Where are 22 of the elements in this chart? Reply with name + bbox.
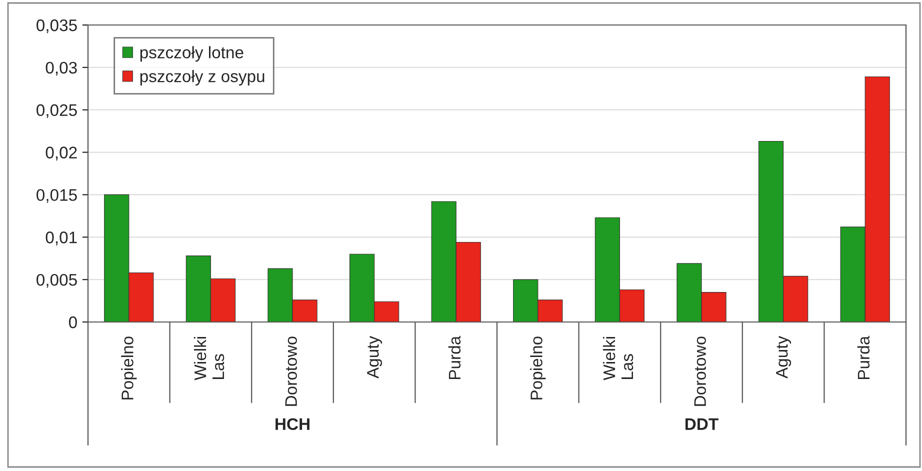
- y-tick-label: 0,015: [36, 189, 77, 203]
- x-tick-label: Wielki Las: [194, 337, 224, 380]
- x-tick-label: Dorotowo: [694, 336, 706, 406]
- x-tick-label: Popielno: [121, 336, 137, 400]
- y-tick-label: 0,005: [36, 274, 77, 288]
- y-tick-label: 0: [68, 316, 77, 328]
- y-tick-label: 0,02: [46, 146, 77, 160]
- x-tick-label: Popielno: [530, 336, 546, 400]
- x-tick-label: Dorotowo: [285, 336, 297, 406]
- y-tick-label: 0,03: [46, 62, 77, 76]
- y-tick-label: 0,01: [46, 232, 77, 246]
- legend-label: pszczoły z osypu: [140, 70, 264, 86]
- x-tick-label: Aguty: [367, 336, 382, 378]
- x-tick-label: Wielki Las: [602, 337, 634, 380]
- x-tick-label: Aguty: [776, 336, 792, 378]
- x-tick-label: Purda: [857, 336, 870, 379]
- y-tick-label: 0,025: [36, 104, 77, 118]
- y-tick-label: 0,035: [36, 19, 77, 34]
- text: HCH: [276, 418, 310, 430]
- legend-label: pszczoły lotne: [140, 46, 244, 62]
- text: DDT: [685, 418, 718, 430]
- x-tick-label: Purda: [448, 336, 461, 379]
